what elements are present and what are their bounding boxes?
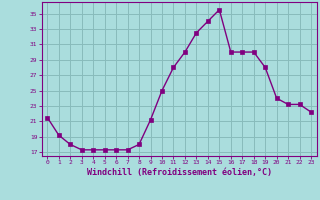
X-axis label: Windchill (Refroidissement éolien,°C): Windchill (Refroidissement éolien,°C) xyxy=(87,168,272,177)
